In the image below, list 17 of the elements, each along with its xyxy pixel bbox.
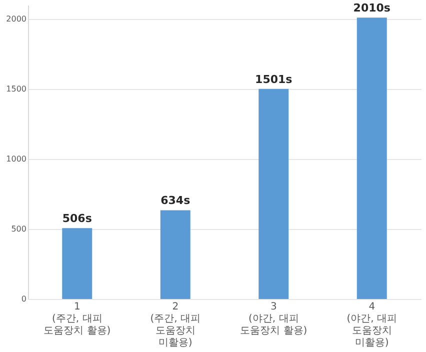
bar [258, 88, 289, 299]
bar [356, 18, 387, 299]
bar [62, 228, 92, 299]
data-label: 2010s [353, 2, 391, 15]
bar [160, 210, 190, 299]
y-tick-label: 0 [21, 294, 26, 304]
y-tick-label: 1000 [6, 154, 26, 164]
x-tick-label: 1 (주간, 대피 도움장치 활용) [44, 302, 111, 336]
data-label: 1501s [255, 72, 293, 86]
x-tick-label: 2 (주간, 대피 도움장치 미활용) [150, 302, 201, 348]
data-label: 506s [62, 212, 92, 226]
y-tick-label: 2000 [6, 14, 26, 24]
y-tick-label: 1500 [6, 84, 26, 94]
data-label: 634s [160, 194, 191, 208]
y-tick-label: 500 [11, 224, 26, 234]
x-tick-label: 4 (야간, 대피 도움장치 미활용) [346, 302, 398, 348]
x-tick-label: 3 (야간, 대피 도움장치 활용) [240, 302, 308, 336]
